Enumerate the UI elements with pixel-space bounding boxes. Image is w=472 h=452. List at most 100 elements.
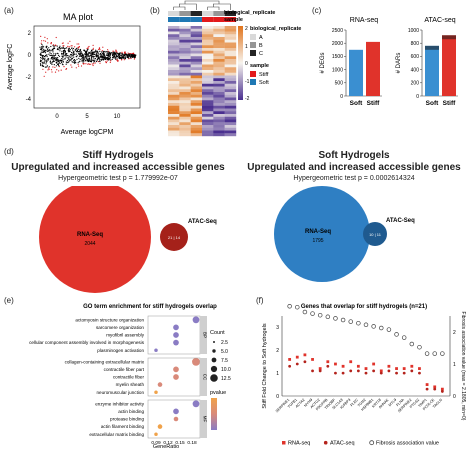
ma-point — [41, 47, 44, 49]
ma-point — [67, 61, 69, 64]
ma-point — [44, 58, 46, 60]
ma-point — [61, 54, 63, 56]
panel-c-label: (c) — [312, 6, 322, 15]
heatmap-cell — [168, 48, 180, 51]
go-term-label: cellular component assembly involved in … — [29, 340, 145, 345]
ma-point — [78, 53, 80, 55]
go-dot — [192, 400, 200, 408]
go-dot — [157, 382, 163, 387]
heatmap-cell — [202, 119, 214, 123]
go-dot — [192, 316, 200, 324]
heatmap-cell — [213, 59, 225, 62]
heatmap-cell — [213, 26, 225, 29]
ma-point — [103, 54, 105, 56]
ma-point — [47, 42, 49, 44]
ma-point — [86, 54, 88, 57]
heatmap-cell — [202, 78, 214, 82]
bar — [349, 49, 363, 96]
ma-point — [54, 58, 56, 60]
ma-point — [98, 60, 100, 62]
heatmap-cell — [224, 56, 237, 60]
heatmap-rep-cell — [202, 11, 214, 16]
ma-point — [78, 61, 80, 63]
ma-point — [51, 61, 53, 64]
ma-point — [64, 47, 66, 50]
go-size-legend-dot — [213, 341, 215, 343]
ma-point — [113, 57, 115, 59]
gene-rna-dot — [418, 367, 421, 370]
heatmap-sample-cell — [213, 17, 225, 22]
ma-point — [53, 60, 55, 63]
ma-point — [92, 48, 94, 51]
ma-point — [83, 49, 85, 52]
gene-y2label: Fibrosis association value (max = 2.1805… — [460, 312, 466, 421]
ma-point — [52, 59, 55, 61]
heatmap-cell — [190, 86, 203, 90]
bar-ytick-label: 1000 — [332, 67, 343, 73]
heatmap-cell — [190, 70, 203, 73]
gene-ylabel: Stiff Fold Change to Soft hydrogels — [262, 323, 268, 408]
heatmap-cell — [168, 108, 180, 112]
ma-point — [69, 46, 71, 48]
ma-point — [47, 58, 49, 61]
gene-legend: RNA-seq ATAC-seq Fibrosis association valu… — [282, 440, 439, 447]
bar-chart-atac: ATAC-seq 0 200 400 600 800 1000 # DARs Soft Stiff — [396, 17, 458, 107]
ma-point — [48, 68, 50, 70]
ma-point — [75, 49, 77, 51]
heatmap-cell — [224, 59, 237, 62]
ma-point — [73, 52, 75, 54]
dendro-right — [207, 3, 231, 10]
ma-point — [100, 54, 102, 56]
gene-legend-marker — [282, 441, 286, 445]
ma-point — [121, 53, 123, 55]
ma-point — [101, 50, 103, 52]
gene-fibrosis-dot — [356, 320, 361, 326]
heatmap-cell — [168, 75, 180, 79]
ma-point — [63, 66, 65, 68]
ma-point — [42, 49, 44, 51]
heatmap-cell — [224, 67, 237, 71]
ma-point — [62, 64, 64, 66]
ma-point — [100, 55, 102, 58]
ma-point — [50, 58, 52, 60]
heatmap-cell — [168, 127, 180, 131]
venn-stiff-small-label: ATAC-Seq — [188, 219, 217, 225]
ma-point — [107, 56, 109, 58]
heatmap-cell — [179, 125, 191, 128]
heatmap-cell — [224, 130, 237, 134]
gene-rna-dot — [295, 355, 299, 359]
heatmap-cell — [213, 105, 225, 109]
ma-point — [109, 54, 111, 56]
heatmap-dendrogram — [173, 0, 231, 10]
heatmap-cell — [202, 72, 214, 76]
ma-point — [56, 57, 58, 59]
ma-point — [113, 51, 115, 53]
ma-point — [90, 60, 92, 63]
ma-point — [65, 56, 67, 58]
heatmap-cell — [190, 127, 203, 131]
gene-plot-area: 0123012SERPINE1TGFB1ACTA2MYH9ACTG2PDGFRB… — [275, 303, 456, 413]
venn-stiff-overlap: 21 | 14 — [168, 235, 181, 240]
sample-legend-label: Stiff — [259, 72, 269, 78]
ma-point — [61, 50, 63, 52]
heatmap-cell — [202, 64, 214, 68]
ma-point — [128, 56, 130, 58]
ma-point — [83, 57, 85, 59]
heatmap-cell — [202, 83, 214, 87]
ma-point — [44, 60, 46, 62]
ma-point — [50, 62, 52, 64]
ma-point — [75, 53, 77, 55]
ma-point — [91, 54, 93, 56]
gene-fibrosis-dot — [302, 309, 308, 315]
heatmap-cell — [168, 39, 180, 43]
ma-point — [83, 58, 85, 61]
go-size-legend-label: 5.0 — [221, 349, 228, 355]
ma-point — [65, 53, 67, 55]
ma-point — [92, 55, 94, 57]
heatmap-cell — [168, 111, 180, 115]
ma-point — [81, 58, 83, 60]
heatmap-cell — [190, 50, 203, 54]
bar-ytick-label: 2000 — [332, 41, 343, 47]
heatmap-cell — [168, 100, 180, 104]
